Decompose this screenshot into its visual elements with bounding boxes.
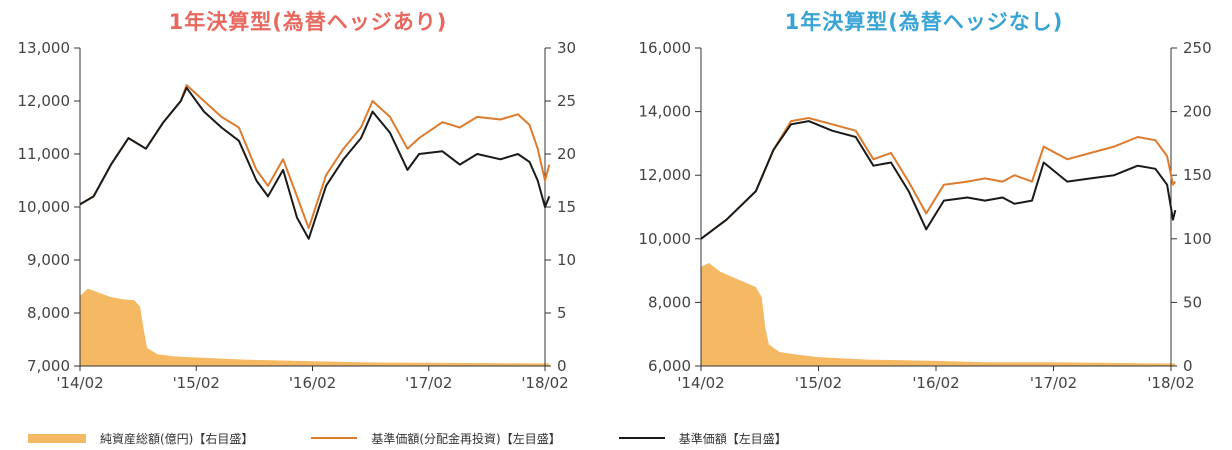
y-left-tick-label: 7,000 bbox=[27, 357, 70, 375]
chart-hedged: 1年決算型(為替ヘッジあり) 7,000 8,000 9,000 10,000 11,0… bbox=[0, 0, 616, 395]
y-right-tick-label: 30 bbox=[557, 39, 576, 57]
x-tick-label: '17/02 bbox=[1030, 374, 1077, 392]
x-tick-label: '16/02 bbox=[912, 374, 959, 392]
y-right-tick-label: 0 bbox=[1183, 357, 1193, 375]
legend-label: 基準価額【左目盛】 bbox=[678, 431, 787, 446]
y-left-tick-label: 16,000 bbox=[639, 39, 692, 57]
chart-title: 1年決算型(為替ヘッジあり) bbox=[168, 10, 448, 34]
series-area-net-assets bbox=[701, 263, 1176, 366]
chart-unhedged: 1年決算型(為替ヘッジなし) 6,000 8,000 10,000 12,000 14,… bbox=[616, 0, 1232, 395]
y-left-tick-label: 14,000 bbox=[639, 103, 692, 121]
y-right-tick-label: 5 bbox=[557, 304, 567, 322]
y-right-tick-label: 20 bbox=[557, 145, 576, 163]
chart-legend: 純資産総額(億円)【右目盛】 基準価額(分配金再投資)【左目盛】 基準価額【左目… bbox=[28, 428, 787, 448]
y-right-tick-label: 15 bbox=[557, 198, 576, 216]
x-tick-label: '15/02 bbox=[795, 374, 842, 392]
series-line-nav-reinvested bbox=[700, 117, 1177, 240]
y-right-tick-label: 150 bbox=[1183, 166, 1212, 184]
x-tick-label: '18/02 bbox=[521, 374, 568, 392]
legend-label: 純資産総額(億円)【右目盛】 bbox=[100, 431, 254, 446]
y-right-tick-label: 100 bbox=[1183, 230, 1212, 248]
y-right-tick-label: 50 bbox=[1183, 293, 1202, 311]
x-tick-label: '14/02 bbox=[677, 374, 724, 392]
y-right-tick-label: 0 bbox=[557, 357, 567, 375]
x-tick-label: '18/02 bbox=[1147, 374, 1194, 392]
legend-item-nav: 基準価額【左目盛】 bbox=[618, 430, 787, 447]
series-line-nav bbox=[79, 86, 551, 240]
legend-swatch-line bbox=[618, 437, 665, 439]
y-left-tick-label: 12,000 bbox=[639, 166, 692, 184]
series-area-net-assets bbox=[80, 288, 550, 366]
y-left-tick-label: 11,000 bbox=[18, 145, 71, 163]
y-right-tick-label: 10 bbox=[557, 251, 576, 269]
y-right-tick-label: 250 bbox=[1183, 39, 1212, 57]
y-left-tick-label: 10,000 bbox=[639, 230, 692, 248]
y-left-tick-label: 6,000 bbox=[648, 357, 691, 375]
x-tick-label: '16/02 bbox=[289, 374, 336, 392]
chart-title: 1年決算型(為替ヘッジなし) bbox=[784, 10, 1064, 34]
series-line-nav-reinvested bbox=[79, 84, 551, 230]
y-left-tick-label: 8,000 bbox=[648, 293, 691, 311]
legend-swatch-line bbox=[311, 437, 358, 439]
x-tick-label: '17/02 bbox=[405, 374, 452, 392]
x-tick-label: '14/02 bbox=[56, 374, 103, 392]
chart-hedged-svg: 7,000 8,000 9,000 10,000 11,000 12,000 13,000 0… bbox=[18, 39, 577, 392]
legend-label: 基準価額(分配金再投資)【左目盛】 bbox=[371, 431, 561, 446]
chart-unhedged-svg: 6,000 8,000 10,000 12,000 14,000 16,000 0 50 100… bbox=[639, 39, 1212, 392]
legend-item-net-assets: 純資産総額(億円)【右目盛】 bbox=[28, 430, 253, 447]
y-right-tick-label: 200 bbox=[1183, 103, 1212, 121]
x-tick-label: '15/02 bbox=[173, 374, 220, 392]
series-line-nav bbox=[700, 120, 1177, 240]
y-left-tick-label: 12,000 bbox=[18, 92, 71, 110]
y-right-tick-label: 25 bbox=[557, 92, 576, 110]
y-left-tick-label: 9,000 bbox=[27, 251, 70, 269]
y-left-tick-label: 10,000 bbox=[18, 198, 71, 216]
y-left-tick-label: 13,000 bbox=[18, 39, 71, 57]
y-left-tick-label: 8,000 bbox=[27, 304, 70, 322]
legend-item-nav-reinvested: 基準価額(分配金再投資)【左目盛】 bbox=[311, 430, 561, 447]
legend-swatch-area bbox=[28, 433, 86, 443]
